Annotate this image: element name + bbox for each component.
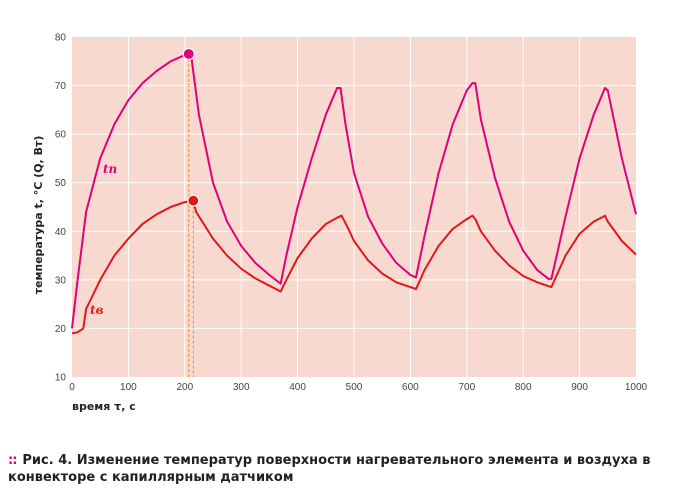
x-tick-label: 700 xyxy=(458,382,475,393)
y-tick-label: 60 xyxy=(55,130,67,141)
x-tick-labels: 0 100 200 300 400 500 600 700 800 900 1000 xyxy=(69,382,647,393)
y-axis-label: температура t, °С (Q, Вт) xyxy=(32,136,45,295)
y-tick-label: 80 xyxy=(55,33,67,44)
y-tick-label: 40 xyxy=(55,227,67,238)
grid-lines xyxy=(72,37,636,377)
peak-markers xyxy=(182,47,200,207)
x-tick-label: 500 xyxy=(346,382,363,393)
series-label: tп xyxy=(103,162,117,176)
caption-text: Изменение температур поверхности нагрева… xyxy=(8,453,651,485)
figure-caption: :: Рис. 4. Изменение температур поверхнос… xyxy=(8,452,668,486)
y-tick-label: 10 xyxy=(55,373,67,384)
x-tick-label: 100 xyxy=(120,382,137,393)
peak-marker xyxy=(187,194,200,207)
x-axis-label: время τ, с xyxy=(72,400,136,413)
y-tick-label: 70 xyxy=(55,81,67,92)
peak-marker xyxy=(182,47,195,61)
x-tick-label: 1000 xyxy=(625,382,648,393)
marker-drop-lines xyxy=(188,54,194,377)
x-tick-label: 0 xyxy=(69,382,75,393)
caption-figure-number: Рис. 4. xyxy=(22,453,73,468)
series-line-surface xyxy=(71,53,637,329)
series-label: tв xyxy=(90,303,104,317)
x-tick-label: 800 xyxy=(515,382,532,393)
x-tick-label: 200 xyxy=(176,382,193,393)
y-tick-labels: 10 20 30 40 50 60 70 80 xyxy=(55,33,67,384)
x-tick-label: 300 xyxy=(233,382,250,393)
caption-bullet-icon: :: xyxy=(8,453,17,468)
x-tick-label: 900 xyxy=(571,382,588,393)
chart-figure: 0 100 200 300 400 500 600 700 800 900 1000 10 20 30 4… xyxy=(32,33,648,414)
y-tick-label: 30 xyxy=(55,275,67,286)
y-tick-label: 20 xyxy=(55,324,67,335)
series-line-air xyxy=(71,199,637,335)
series-labels: tп tв xyxy=(90,162,117,317)
x-tick-label: 600 xyxy=(402,382,419,393)
y-tick-label: 50 xyxy=(55,178,67,189)
x-tick-label: 400 xyxy=(289,382,306,393)
series-lines xyxy=(71,53,637,335)
